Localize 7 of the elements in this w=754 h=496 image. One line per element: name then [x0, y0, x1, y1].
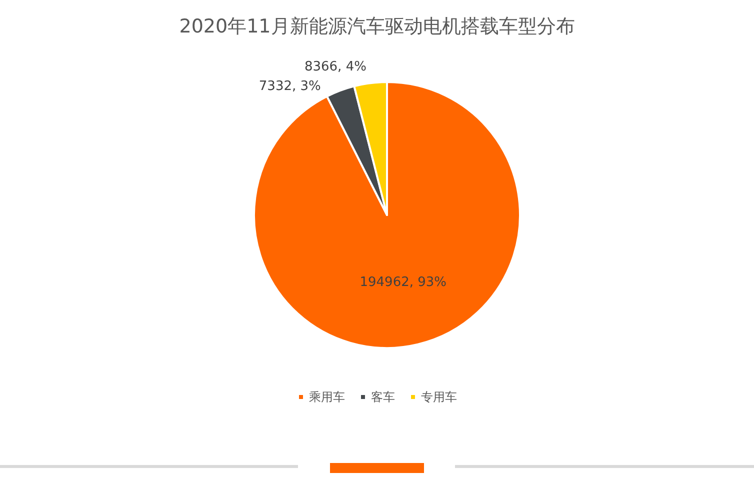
- data-label: 194962, 93%: [360, 275, 447, 290]
- legend-label: 客车: [371, 390, 395, 404]
- data-label: 7332, 3%: [258, 79, 321, 94]
- legend-label: 乘用车: [309, 390, 345, 404]
- data-label: 8366, 4%: [304, 60, 366, 75]
- chart-title: 2020年11月新能源汽车驱动电机搭载车型分布: [179, 16, 575, 38]
- legend-label: 专用车: [421, 390, 457, 404]
